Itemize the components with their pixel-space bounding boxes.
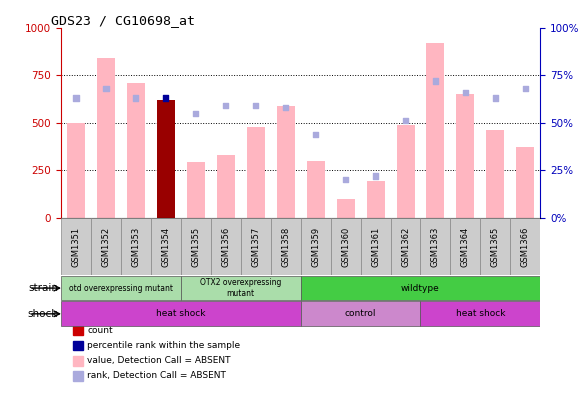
Text: strain: strain bbox=[28, 283, 58, 293]
Bar bbox=[331, 218, 361, 275]
Point bbox=[431, 78, 440, 84]
Text: GSM1354: GSM1354 bbox=[162, 227, 170, 267]
Bar bbox=[157, 100, 175, 218]
Bar bbox=[217, 155, 235, 218]
Bar bbox=[390, 218, 421, 275]
Bar bbox=[336, 199, 354, 218]
Bar bbox=[127, 83, 145, 218]
Point bbox=[521, 86, 530, 92]
Text: GSM1362: GSM1362 bbox=[401, 227, 410, 267]
Text: percentile rank within the sample: percentile rank within the sample bbox=[87, 341, 241, 350]
Text: GSM1364: GSM1364 bbox=[461, 227, 470, 267]
Bar bbox=[480, 218, 510, 275]
Point bbox=[131, 95, 141, 101]
Text: GSM1365: GSM1365 bbox=[491, 227, 500, 267]
Bar bbox=[73, 326, 83, 335]
Text: OTX2 overexpressing
mutant: OTX2 overexpressing mutant bbox=[200, 278, 281, 298]
Point bbox=[461, 89, 470, 95]
Bar bbox=[307, 161, 325, 218]
Text: GSM1358: GSM1358 bbox=[281, 227, 290, 267]
Bar bbox=[367, 181, 385, 218]
Bar bbox=[301, 301, 421, 326]
Bar bbox=[421, 301, 540, 326]
Text: rank, Detection Call = ABSENT: rank, Detection Call = ABSENT bbox=[87, 371, 226, 380]
Text: GSM1361: GSM1361 bbox=[371, 227, 380, 267]
Point bbox=[281, 105, 290, 111]
Bar bbox=[510, 218, 540, 275]
Point bbox=[251, 103, 260, 109]
Text: shock: shock bbox=[28, 309, 58, 319]
Bar bbox=[450, 218, 480, 275]
Point bbox=[311, 131, 320, 137]
Text: wildtype: wildtype bbox=[401, 284, 440, 293]
Bar bbox=[73, 371, 83, 381]
Point bbox=[221, 103, 231, 109]
Bar bbox=[241, 218, 271, 275]
Text: GSM1360: GSM1360 bbox=[341, 227, 350, 267]
Text: GSM1353: GSM1353 bbox=[131, 227, 141, 267]
Bar bbox=[121, 218, 151, 275]
Text: GDS23 / CG10698_at: GDS23 / CG10698_at bbox=[51, 13, 195, 27]
Bar bbox=[301, 218, 331, 275]
Point bbox=[101, 86, 110, 92]
Bar bbox=[151, 218, 181, 275]
Bar bbox=[187, 162, 205, 218]
Bar bbox=[271, 218, 301, 275]
Bar bbox=[426, 43, 444, 218]
Bar bbox=[457, 94, 475, 218]
Text: GSM1352: GSM1352 bbox=[102, 227, 110, 267]
Point bbox=[491, 95, 500, 101]
Bar bbox=[91, 218, 121, 275]
Bar bbox=[211, 218, 241, 275]
Point bbox=[161, 95, 170, 101]
Text: GSM1357: GSM1357 bbox=[251, 227, 260, 267]
Text: GSM1363: GSM1363 bbox=[431, 227, 440, 267]
Bar bbox=[181, 218, 211, 275]
Bar bbox=[361, 218, 390, 275]
Bar bbox=[61, 218, 91, 275]
Bar bbox=[301, 276, 540, 301]
Bar bbox=[247, 127, 265, 218]
Text: heat shock: heat shock bbox=[456, 309, 505, 318]
Bar bbox=[486, 130, 504, 218]
Text: GSM1359: GSM1359 bbox=[311, 227, 320, 267]
Text: value, Detection Call = ABSENT: value, Detection Call = ABSENT bbox=[87, 356, 231, 365]
Bar bbox=[73, 341, 83, 350]
Point bbox=[191, 110, 200, 116]
Text: control: control bbox=[345, 309, 376, 318]
Bar bbox=[181, 276, 301, 301]
Bar bbox=[61, 301, 301, 326]
Bar bbox=[517, 147, 535, 218]
Bar bbox=[421, 218, 450, 275]
Bar bbox=[61, 276, 181, 301]
Text: count: count bbox=[87, 326, 113, 335]
Point bbox=[71, 95, 81, 101]
Text: GSM1355: GSM1355 bbox=[191, 227, 200, 267]
Bar bbox=[97, 58, 115, 218]
Point bbox=[401, 118, 410, 124]
Bar bbox=[73, 356, 83, 366]
Bar bbox=[277, 106, 295, 218]
Bar bbox=[67, 123, 85, 218]
Text: GSM1351: GSM1351 bbox=[71, 227, 81, 267]
Point bbox=[341, 177, 350, 183]
Text: GSM1356: GSM1356 bbox=[221, 227, 230, 267]
Text: GSM1366: GSM1366 bbox=[521, 227, 530, 267]
Bar bbox=[397, 125, 414, 218]
Point bbox=[371, 173, 380, 179]
Text: otd overexpressing mutant: otd overexpressing mutant bbox=[69, 284, 173, 293]
Text: heat shock: heat shock bbox=[156, 309, 206, 318]
